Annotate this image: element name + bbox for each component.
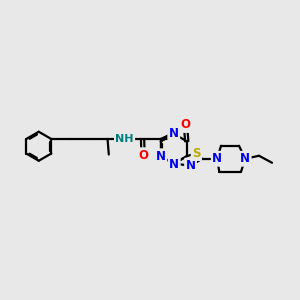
Text: N: N	[240, 152, 250, 165]
Text: N: N	[169, 127, 179, 140]
Text: O: O	[138, 149, 148, 162]
Text: O: O	[181, 118, 190, 131]
Text: S: S	[192, 147, 201, 160]
Text: NH: NH	[115, 134, 134, 144]
Text: N: N	[212, 152, 222, 165]
Text: N: N	[156, 150, 166, 163]
Text: N: N	[169, 158, 179, 171]
Text: N: N	[185, 159, 196, 172]
